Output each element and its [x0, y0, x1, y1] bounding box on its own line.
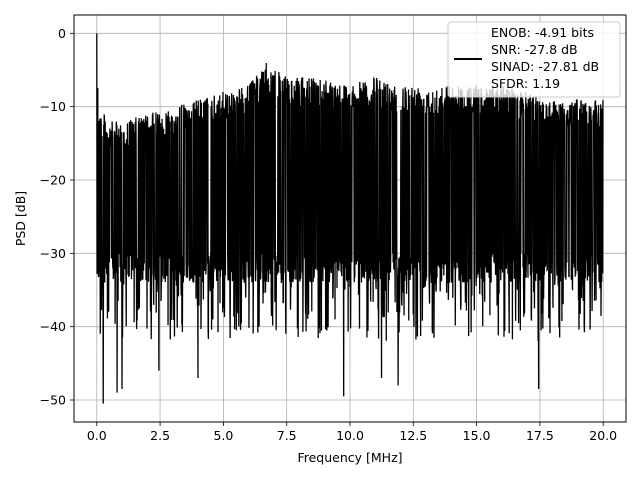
- x-tick-label: 20.0: [589, 428, 617, 443]
- x-tick-label: 0.0: [87, 428, 107, 443]
- axis-ticks: 0.0 2.5 5.0 7.5 10.0 12.5 15.0 17.5 20.0 0 −10 −20 −…: [40, 26, 618, 443]
- y-tick-label: −20: [40, 173, 66, 188]
- y-tick-label: −10: [40, 99, 66, 114]
- x-axis-label: Frequency [MHz]: [297, 450, 402, 465]
- legend: ENOB: -4.91 bits SNR: -27.8 dB SINAD: -2…: [447, 21, 621, 98]
- data-series-layer: [96, 33, 604, 404]
- y-tick-label: 0: [58, 26, 66, 41]
- legend-entry-sinad: SINAD: -27.81 dB: [491, 59, 599, 74]
- x-tick-label: 12.5: [399, 428, 427, 443]
- legend-box: [447, 21, 621, 98]
- x-tick-label: 2.5: [150, 428, 170, 443]
- psd-series-line: [96, 33, 604, 404]
- x-tick-label: 17.5: [526, 428, 554, 443]
- legend-entry-enob: ENOB: -4.91 bits: [491, 25, 594, 40]
- legend-entry-sfdr: SFDR: 1.19: [491, 76, 560, 91]
- y-axis-label: PSD [dB]: [13, 191, 28, 246]
- y-tick-label: −40: [40, 319, 66, 334]
- x-tick-label: 10.0: [336, 428, 364, 443]
- x-tick-label: 7.5: [277, 428, 297, 443]
- legend-entry-snr: SNR: -27.8 dB: [491, 42, 578, 57]
- y-tick-label: −30: [40, 246, 66, 261]
- x-tick-label: 5.0: [213, 428, 233, 443]
- x-tick-label: 15.0: [463, 428, 491, 443]
- y-tick-label: −50: [40, 393, 66, 408]
